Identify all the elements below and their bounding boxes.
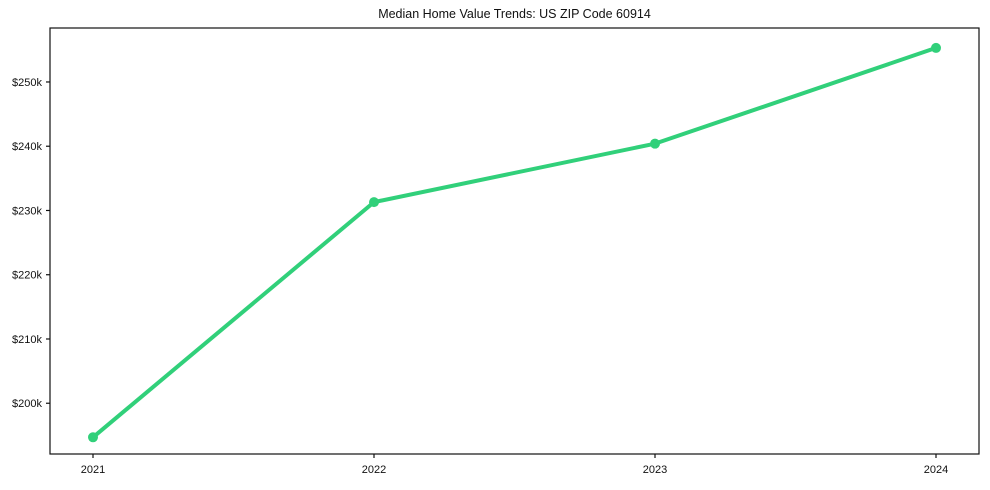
y-tick-label: $200k bbox=[12, 398, 42, 410]
data-point-marker bbox=[931, 42, 941, 53]
chart-title: Median Home Value Trends: US ZIP Code 60… bbox=[378, 7, 651, 21]
x-tick-label: 2024 bbox=[924, 464, 948, 476]
x-tick-label: 2021 bbox=[81, 464, 105, 476]
y-tick-label: $210k bbox=[12, 334, 42, 346]
data-point-marker bbox=[369, 197, 379, 208]
y-tick-label: $220k bbox=[12, 270, 42, 282]
x-tick-label: 2023 bbox=[643, 464, 667, 476]
y-tick-label: $230k bbox=[12, 205, 42, 217]
data-point-marker bbox=[650, 138, 660, 149]
x-tick-label: 2022 bbox=[362, 464, 386, 476]
y-tick-label: $250k bbox=[12, 77, 42, 89]
trend-line bbox=[91, 45, 938, 440]
plot-border bbox=[49, 27, 980, 455]
data-point-marker bbox=[88, 432, 98, 443]
y-tick-label: $240k bbox=[12, 141, 42, 153]
